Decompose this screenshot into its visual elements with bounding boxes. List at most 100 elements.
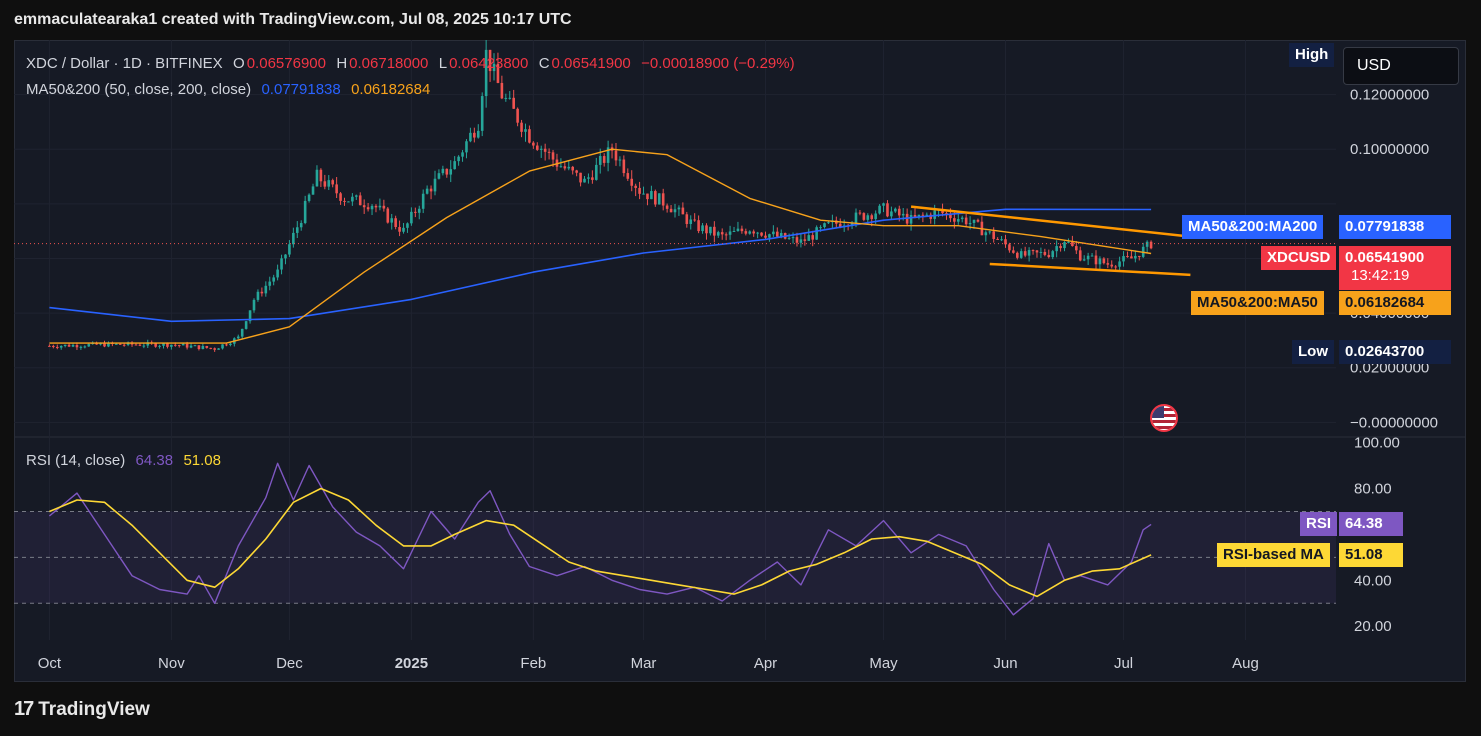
candle-body: [1035, 250, 1039, 253]
candle-body: [221, 344, 224, 349]
candle-body: [48, 345, 51, 347]
candle-body: [858, 212, 862, 214]
ma200-tag-value: 0.07791838: [1339, 215, 1451, 239]
low-label: L: [438, 55, 448, 72]
candle-body: [803, 239, 807, 241]
candle-body: [894, 208, 897, 212]
candle-body: [197, 345, 201, 350]
candle-body: [807, 235, 811, 241]
change-value: −0.00018900 (−0.29%): [641, 55, 795, 72]
candle-body: [252, 299, 256, 311]
candle-body: [174, 344, 177, 346]
candle-body: [303, 200, 307, 224]
candle-body: [55, 346, 59, 348]
candle-body: [425, 188, 429, 194]
candle-body: [1145, 241, 1149, 247]
candle-body: [693, 219, 696, 221]
candle-body: [1106, 263, 1110, 265]
candle-body: [791, 237, 795, 239]
candle-body: [205, 346, 209, 348]
candle-body: [398, 227, 401, 232]
candle-body: [1012, 250, 1015, 253]
candle-body: [382, 205, 386, 209]
trendline: [989, 262, 1191, 277]
candle-body: [551, 152, 555, 160]
candle-body: [1016, 252, 1019, 258]
candle-body: [669, 208, 673, 213]
candle-body: [378, 205, 382, 208]
candle-body: [512, 97, 515, 109]
x-tick-label: Apr: [754, 655, 777, 672]
candle-body: [67, 344, 71, 347]
candle-body: [437, 173, 441, 179]
candle-body: [972, 219, 976, 223]
x-tick-label: Jul: [1114, 655, 1133, 672]
candle-body: [646, 193, 649, 200]
candle-body: [665, 205, 669, 209]
candle-body: [469, 132, 472, 142]
candle-body: [724, 234, 728, 236]
candle-body: [347, 201, 350, 203]
candle-body: [819, 227, 822, 229]
candle-body: [996, 238, 999, 240]
candle-body: [1067, 241, 1070, 243]
candle-body: [1126, 256, 1129, 258]
candle-body: [752, 231, 755, 234]
candle-body: [571, 166, 575, 171]
candle-body: [1110, 264, 1114, 267]
ma-legend-label: MA50&200 (50, close, 200, close): [26, 81, 252, 98]
rsi-ma-tag-label: RSI-based MA: [1217, 543, 1330, 567]
tradingview-logo[interactable]: 17 TradingView: [14, 698, 150, 721]
candle-body: [661, 193, 665, 206]
candle-body: [827, 222, 830, 224]
chart-frame: [14, 40, 1466, 682]
candle-body: [225, 344, 228, 346]
candle-body: [878, 205, 881, 214]
candle-body: [170, 344, 173, 347]
us-flag-icon[interactable]: [1150, 404, 1178, 432]
candle-body: [59, 345, 63, 348]
candle-body: [189, 345, 193, 348]
candle-body: [909, 215, 913, 224]
candle-body: [52, 345, 55, 347]
candle-body: [575, 170, 578, 173]
candle-body: [1043, 251, 1047, 255]
currency-selector[interactable]: USD: [1343, 47, 1459, 85]
candle-body: [1102, 258, 1106, 264]
candle-body: [933, 210, 936, 219]
candle-body: [496, 63, 500, 83]
candle-body: [299, 223, 303, 228]
candle-body: [595, 164, 598, 180]
candle-body: [622, 159, 626, 174]
candle-body: [705, 225, 708, 234]
candle-body: [650, 191, 653, 200]
x-tick-label: Dec: [276, 655, 303, 672]
chart-canvas[interactable]: Oct Nov Dec 2025 Feb Mar Apr May Jun Jul Aug 0.1200…: [14, 40, 1466, 682]
ma50-line: [49, 148, 1152, 344]
candle-body: [567, 166, 571, 169]
candle-body: [921, 214, 925, 216]
candle-body: [988, 231, 992, 233]
candle-body: [295, 227, 299, 233]
candle-body: [323, 181, 327, 187]
candle-body: [583, 178, 586, 183]
candle-body: [83, 346, 87, 348]
candle-body: [331, 180, 334, 185]
candle-body: [280, 258, 283, 270]
rsi-tag-label: RSI: [1300, 512, 1338, 536]
x-tick-label: Nov: [158, 655, 185, 672]
candle-body: [99, 343, 102, 345]
high-tag: High: [1289, 43, 1335, 67]
candle-body: [417, 208, 421, 213]
candle-body: [634, 185, 637, 188]
candle-body: [429, 188, 433, 192]
rsi-legend-value: 64.38: [135, 452, 174, 469]
candle-body: [63, 344, 67, 346]
ma200-tag-label: MA50&200:MA200: [1182, 215, 1324, 239]
candle-body: [248, 310, 252, 322]
candle-body: [1122, 256, 1125, 262]
candle-body: [897, 208, 901, 216]
candle-body: [193, 345, 197, 347]
candle-body: [1051, 251, 1055, 258]
high-label: H: [336, 55, 348, 72]
